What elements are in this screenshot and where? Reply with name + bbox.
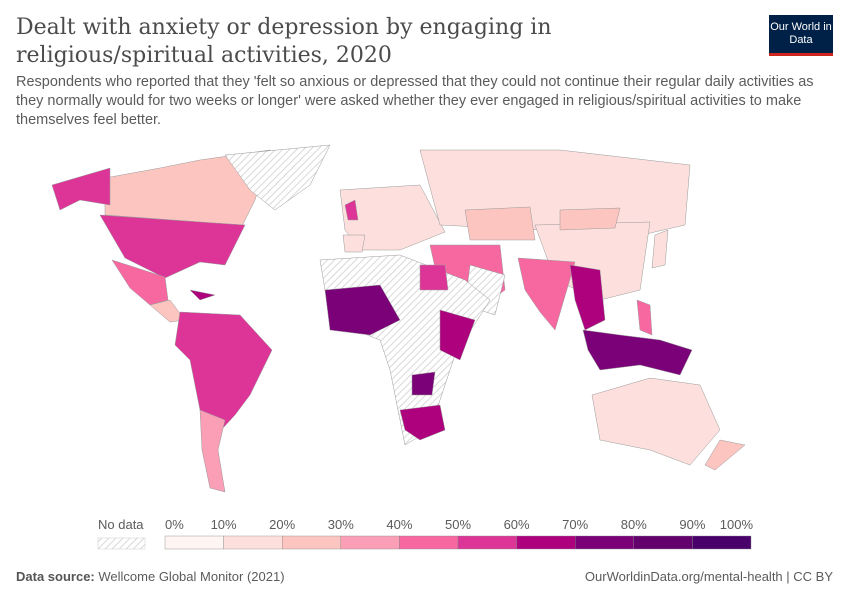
region-alaska[interactable] (51, 167, 111, 211)
region-southern-africa[interactable] (399, 404, 446, 441)
legend-bin[interactable] (457, 535, 517, 550)
legend-bin[interactable] (575, 535, 635, 550)
legend-tick-label: 0% (165, 517, 184, 532)
legend-tick-label: 50% (445, 517, 471, 532)
region-australia[interactable] (591, 377, 721, 466)
region-mongolia[interactable] (559, 207, 621, 231)
legend-no-data-swatch[interactable] (97, 537, 146, 550)
region-cuba[interactable] (189, 289, 216, 301)
source-url[interactable]: OurWorldinData.org/mental-health | CC BY (584, 569, 833, 584)
region-iberia[interactable] (342, 234, 366, 253)
legend-tick-label: 20% (269, 517, 295, 532)
region-india[interactable] (517, 257, 576, 331)
source-label: Data source: (16, 569, 95, 584)
legend-tick-label: 10% (211, 517, 237, 532)
legend-tick-label: 80% (621, 517, 647, 532)
legend-bin[interactable] (633, 535, 693, 550)
legend-tick-label: 30% (328, 517, 354, 532)
legend-bin[interactable] (164, 535, 224, 550)
region-east-africa[interactable] (439, 309, 476, 361)
legend-tick-label: 100% (720, 517, 754, 532)
owid-logo[interactable]: Our World in Data (769, 15, 833, 56)
region-andes-south[interactable] (199, 409, 226, 493)
region-philippines[interactable] (636, 299, 653, 336)
chart-title: Dealt with anxiety or depression by enga… (16, 15, 552, 68)
legend-bin[interactable] (516, 535, 576, 550)
legend: No data 0% 10% 20% 30% 40% 50% 60% 70% 80% 90% 100… (97, 517, 754, 550)
legend-tick-label: 70% (562, 517, 588, 532)
region-new-zealand[interactable] (704, 439, 746, 471)
region-uk[interactable] (344, 199, 359, 221)
chart-subtitle: Respondents who reported that they 'felt… (16, 74, 814, 128)
legend-tick-label: 90% (679, 517, 705, 532)
legend-bin[interactable] (692, 535, 752, 550)
legend-bin[interactable] (282, 535, 342, 550)
world-map[interactable] (0, 135, 850, 505)
legend-bin[interactable] (223, 535, 283, 550)
region-se-asia[interactable] (569, 264, 606, 331)
region-usa[interactable] (99, 214, 246, 279)
region-japan[interactable] (651, 229, 669, 269)
region-west-africa[interactable] (324, 284, 401, 336)
region-greenland[interactable] (224, 144, 331, 211)
source-name[interactable]: Wellcome Global Monitor (2021) (98, 569, 285, 584)
region-europe[interactable] (339, 184, 446, 251)
data-source: Data source: Wellcome Global Monitor (20… (16, 569, 285, 584)
legend-tick-label: 40% (386, 517, 412, 532)
legend-tick-label: 60% (504, 517, 530, 532)
legend-bin[interactable] (399, 535, 459, 550)
region-indonesia[interactable] (582, 329, 693, 376)
region-kazakhstan[interactable] (464, 206, 536, 241)
legend-no-data-label: No data (98, 517, 144, 532)
region-zimbabwe[interactable] (411, 371, 436, 396)
region-egypt[interactable] (419, 264, 449, 291)
legend-bin[interactable] (340, 535, 400, 550)
